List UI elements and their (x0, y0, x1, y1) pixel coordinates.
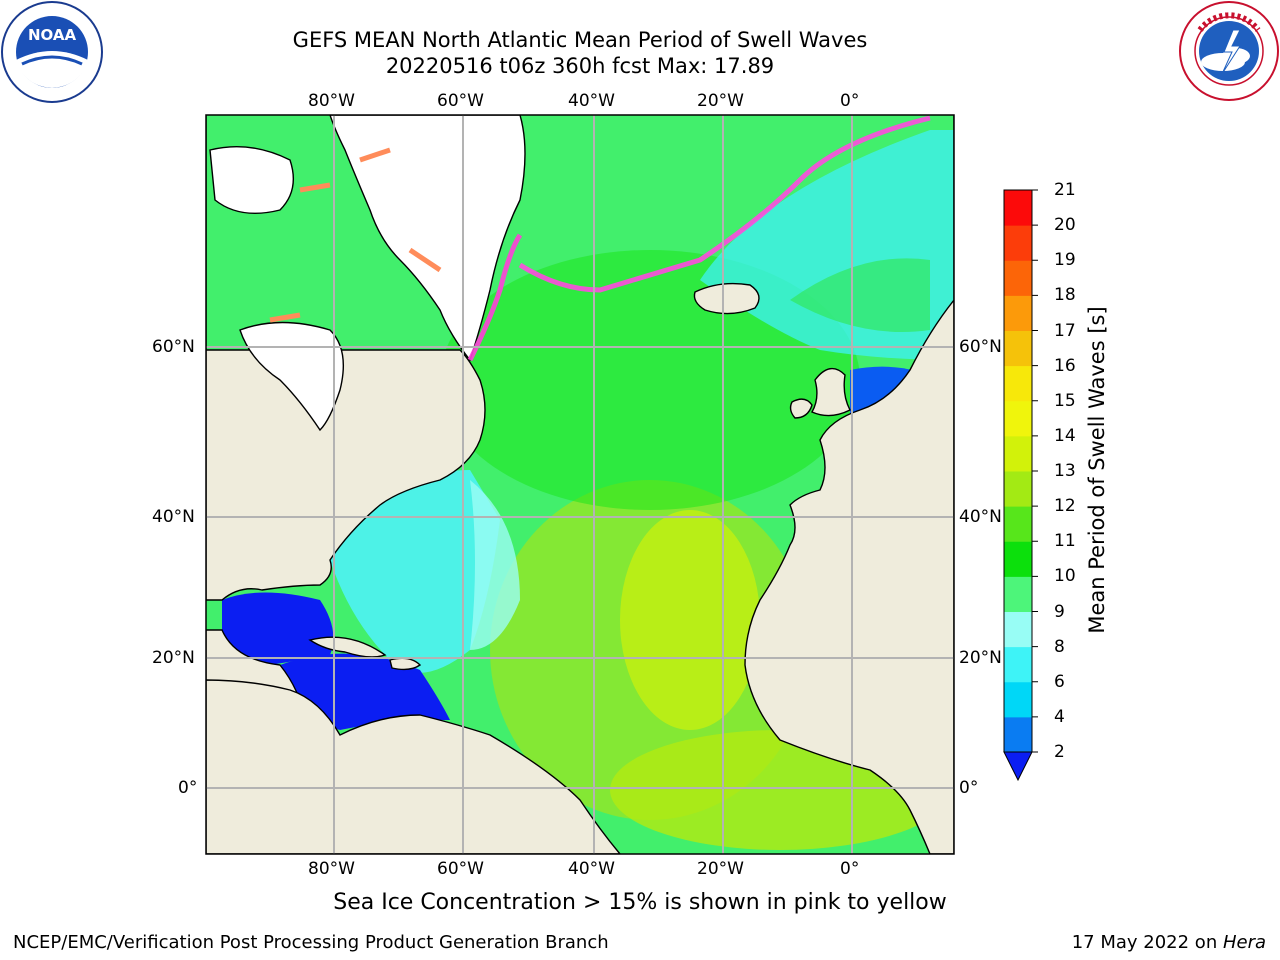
colorbar-segment (1004, 716, 1032, 753)
colorbar-tick-label: 11 (1054, 531, 1076, 552)
colorbar-tick-label: 10 (1054, 566, 1076, 587)
lon-tick-bottom-40w: 40°W (568, 859, 615, 879)
colorbar-segment (1004, 330, 1032, 367)
field-west-lightcyan (470, 480, 520, 650)
colorbar-segment (1004, 225, 1032, 261)
lat-tick-right-40n: 40°N (959, 507, 1002, 527)
colorbar-tick-label: 18 (1054, 285, 1076, 306)
sea-ice-edge-west (467, 233, 523, 362)
map-frame (205, 114, 955, 855)
colorbar-segment (1004, 365, 1032, 402)
lat-tick-left-60n: 60°N (152, 337, 195, 357)
lat-tick-right-0: 0° (959, 778, 979, 798)
lat-tick-left-0: 0° (178, 778, 198, 798)
chart-title: GEFS MEAN North Atlantic Mean Period of … (292, 28, 868, 52)
field-west-cyan (330, 470, 500, 673)
colorbar-tick-label: 2 (1054, 742, 1065, 762)
lon-tick-top-80w: 80°W (308, 91, 355, 111)
sea-ice-note: Sea Ice Concentration > 15% is shown in … (333, 890, 947, 915)
field-northeast-green (790, 258, 930, 332)
colorbar-tick-label: 19 (1054, 250, 1076, 271)
colorbar-tick-label: 14 (1054, 425, 1076, 446)
chart-subtitle: 20220516 t06z 360h fcst Max: 17.89 (385, 54, 775, 78)
colorbar-segment (1004, 576, 1032, 612)
sea-ice-edge-east (518, 115, 931, 293)
lon-tick-top-60w: 60°W (437, 91, 484, 111)
graticule (206, 115, 954, 854)
field-gulf-blue (222, 592, 334, 665)
lon-tick-top-20w: 20°W (697, 91, 744, 111)
lat-tick-right-20n: 20°N (959, 648, 1002, 668)
colorbar-tick-label: 12 (1054, 496, 1076, 517)
lat-tick-left-40n: 40°N (152, 507, 195, 527)
land (206, 115, 954, 854)
colorbar-tick-label: 4 (1054, 706, 1065, 727)
colorbar-tick-label: 16 (1054, 355, 1076, 376)
colorbar-segment (1004, 260, 1032, 296)
colorbar-segment (1004, 506, 1032, 542)
colorbar-segment (1004, 400, 1032, 437)
footer-credit: NCEP/EMC/Verification Post Processing Pr… (13, 932, 609, 953)
colorbar (1003, 189, 1038, 782)
colorbar-segment (1004, 295, 1032, 331)
colorbar-tick-label: 13 (1054, 461, 1076, 481)
colorbar-tick-label: 8 (1054, 636, 1065, 657)
footer-machine: Hera (1222, 932, 1266, 953)
lon-tick-bottom-60w: 60°W (437, 859, 484, 879)
colorbar-segment (1004, 646, 1032, 683)
colorbar-extend-min (1003, 751, 1033, 782)
colorbar-tick-label: 17 (1054, 320, 1076, 341)
nws-logo (1179, 1, 1279, 101)
lon-tick-top-40w: 40°W (568, 91, 615, 111)
colorbar-segment (1004, 681, 1032, 718)
colorbar-segment (1004, 190, 1032, 226)
lon-tick-bottom-80w: 80°W (308, 859, 355, 879)
colorbar-segment (1004, 435, 1032, 472)
footer-date: 17 May 2022 on Hera (1072, 932, 1266, 953)
lat-tick-right-60n: 60°N (959, 337, 1002, 357)
lon-tick-top-0: 0° (840, 91, 860, 111)
colorbar-segment (1004, 611, 1032, 648)
footer-date-text: 17 May 2022 on (1071, 932, 1223, 953)
lat-tick-left-20n: 20°N (152, 648, 195, 668)
lon-tick-bottom-20w: 20°W (697, 859, 744, 879)
colorbar-segment (1004, 541, 1032, 577)
colorbar-tick-label: 15 (1054, 390, 1076, 411)
lon-tick-bottom-0: 0° (840, 859, 860, 879)
colorbar-segment (1004, 471, 1032, 507)
svg-text:NOAA: NOAA (28, 26, 77, 44)
noaa-logo: NOAA (1, 1, 103, 103)
colorbar-tick-label: 9 (1054, 601, 1065, 622)
colorbar-tick-label: 6 (1054, 671, 1065, 692)
colorbar-label: Mean Period of Swell Waves [s] (1085, 306, 1109, 634)
colorbar-tick-label: 21 (1054, 180, 1076, 200)
colorbar-tick-label: 20 (1054, 215, 1076, 236)
sea-ice-fragments (269, 147, 442, 323)
field-high-period (620, 510, 760, 730)
